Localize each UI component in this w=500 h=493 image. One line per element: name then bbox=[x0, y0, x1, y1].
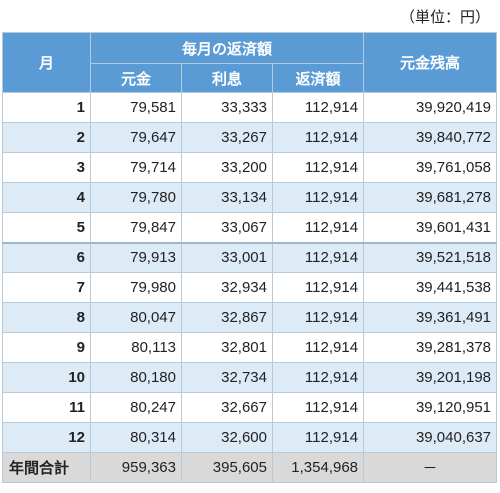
payment-cell: 112,914 bbox=[271, 272, 365, 303]
principal-cell: 80,314 bbox=[90, 422, 182, 453]
header-monthly-payment-group: 毎月の返済額 bbox=[89, 32, 365, 64]
total-interest-cell: 395,605 bbox=[181, 452, 273, 483]
balance-cell: 39,441,538 bbox=[363, 272, 498, 303]
table-row: 4 79,780 33,134 112,914 39,681,278 bbox=[2, 182, 498, 213]
month-cell: 9 bbox=[2, 332, 91, 363]
payment-cell: 112,914 bbox=[271, 182, 365, 213]
table-row: 6 79,913 33,001 112,914 39,521,518 bbox=[2, 241, 498, 273]
total-payment-cell: 1,354,968 bbox=[271, 452, 365, 483]
table-row: 8 80,047 32,867 112,914 39,361,491 bbox=[2, 302, 498, 333]
table-row: 12 80,314 32,600 112,914 39,040,637 bbox=[2, 422, 498, 453]
principal-cell: 79,847 bbox=[90, 212, 182, 243]
interest-cell: 33,333 bbox=[181, 92, 273, 123]
table-row: 7 79,980 32,934 112,914 39,441,538 bbox=[2, 272, 498, 303]
interest-cell: 33,200 bbox=[181, 152, 273, 183]
principal-cell: 79,913 bbox=[90, 241, 182, 273]
table-row: 3 79,714 33,200 112,914 39,761,058 bbox=[2, 152, 498, 183]
interest-cell: 33,001 bbox=[181, 241, 273, 273]
month-cell: 11 bbox=[2, 392, 91, 423]
table-row: 5 79,847 33,067 112,914 39,601,431 bbox=[2, 212, 498, 243]
payment-cell: 112,914 bbox=[271, 392, 365, 423]
header-payment: 返済額 bbox=[271, 63, 365, 93]
table-row: 11 80,247 32,667 112,914 39,120,951 bbox=[2, 392, 498, 423]
total-label: 年間合計 bbox=[2, 452, 91, 483]
payment-cell: 112,914 bbox=[271, 302, 365, 333]
principal-cell: 80,047 bbox=[90, 302, 182, 333]
table-row: 2 79,647 33,267 112,914 39,840,772 bbox=[2, 122, 498, 153]
month-cell: 1 bbox=[2, 92, 91, 123]
interest-cell: 32,867 bbox=[181, 302, 273, 333]
balance-cell: 39,201,198 bbox=[363, 362, 498, 393]
principal-cell: 80,180 bbox=[90, 362, 182, 393]
balance-cell: 39,920,419 bbox=[363, 92, 498, 123]
month-cell: 2 bbox=[2, 122, 91, 153]
interest-cell: 32,801 bbox=[181, 332, 273, 363]
principal-cell: 79,980 bbox=[90, 272, 182, 303]
payment-cell: 112,914 bbox=[271, 362, 365, 393]
balance-cell: 39,761,058 bbox=[363, 152, 498, 183]
total-balance-cell: － bbox=[363, 452, 498, 483]
payment-cell: 112,914 bbox=[271, 212, 365, 243]
payment-cell: 112,914 bbox=[271, 122, 365, 153]
payment-cell: 112,914 bbox=[271, 92, 365, 123]
month-cell: 3 bbox=[2, 152, 91, 183]
principal-cell: 79,647 bbox=[90, 122, 182, 153]
interest-cell: 32,734 bbox=[181, 362, 273, 393]
balance-cell: 39,521,518 bbox=[363, 241, 498, 273]
header-month: 月 bbox=[2, 32, 91, 93]
payment-cell: 112,914 bbox=[271, 152, 365, 183]
principal-cell: 79,581 bbox=[90, 92, 182, 123]
month-cell: 10 bbox=[2, 362, 91, 393]
header-interest: 利息 bbox=[181, 63, 273, 93]
header-principal: 元金 bbox=[90, 63, 182, 93]
repayment-table: 月 毎月の返済額 元金残高 元金 利息 返済額 1 79,581 33,333 … bbox=[2, 32, 498, 483]
balance-cell: 39,601,431 bbox=[363, 212, 498, 243]
payment-cell: 112,914 bbox=[271, 241, 365, 273]
principal-cell: 80,113 bbox=[90, 332, 182, 363]
balance-cell: 39,120,951 bbox=[363, 392, 498, 423]
balance-cell: 39,281,378 bbox=[363, 332, 498, 363]
month-cell: 6 bbox=[2, 241, 91, 273]
header-balance: 元金残高 bbox=[363, 32, 498, 93]
payment-cell: 112,914 bbox=[271, 332, 365, 363]
month-cell: 7 bbox=[2, 272, 91, 303]
balance-cell: 39,840,772 bbox=[363, 122, 498, 153]
interest-cell: 33,134 bbox=[181, 182, 273, 213]
balance-cell: 39,681,278 bbox=[363, 182, 498, 213]
balance-cell: 39,361,491 bbox=[363, 302, 498, 333]
principal-cell: 80,247 bbox=[90, 392, 182, 423]
interest-cell: 32,934 bbox=[181, 272, 273, 303]
month-cell: 8 bbox=[2, 302, 91, 333]
total-row: 年間合計 959,363 395,605 1,354,968 － bbox=[2, 452, 498, 483]
payment-cell: 112,914 bbox=[271, 422, 365, 453]
principal-cell: 79,780 bbox=[90, 182, 182, 213]
interest-cell: 33,267 bbox=[181, 122, 273, 153]
month-cell: 12 bbox=[2, 422, 91, 453]
interest-cell: 32,600 bbox=[181, 422, 273, 453]
table-row: 1 79,581 33,333 112,914 39,920,419 bbox=[2, 92, 498, 123]
month-cell: 5 bbox=[2, 212, 91, 243]
interest-cell: 33,067 bbox=[181, 212, 273, 243]
principal-cell: 79,714 bbox=[90, 152, 182, 183]
interest-cell: 32,667 bbox=[181, 392, 273, 423]
balance-cell: 39,040,637 bbox=[363, 422, 498, 453]
unit-note: （単位：円） bbox=[399, 8, 490, 26]
month-cell: 4 bbox=[2, 182, 91, 213]
table-row: 10 80,180 32,734 112,914 39,201,198 bbox=[2, 362, 498, 393]
total-principal-cell: 959,363 bbox=[90, 452, 182, 483]
table-row: 9 80,113 32,801 112,914 39,281,378 bbox=[2, 332, 498, 363]
